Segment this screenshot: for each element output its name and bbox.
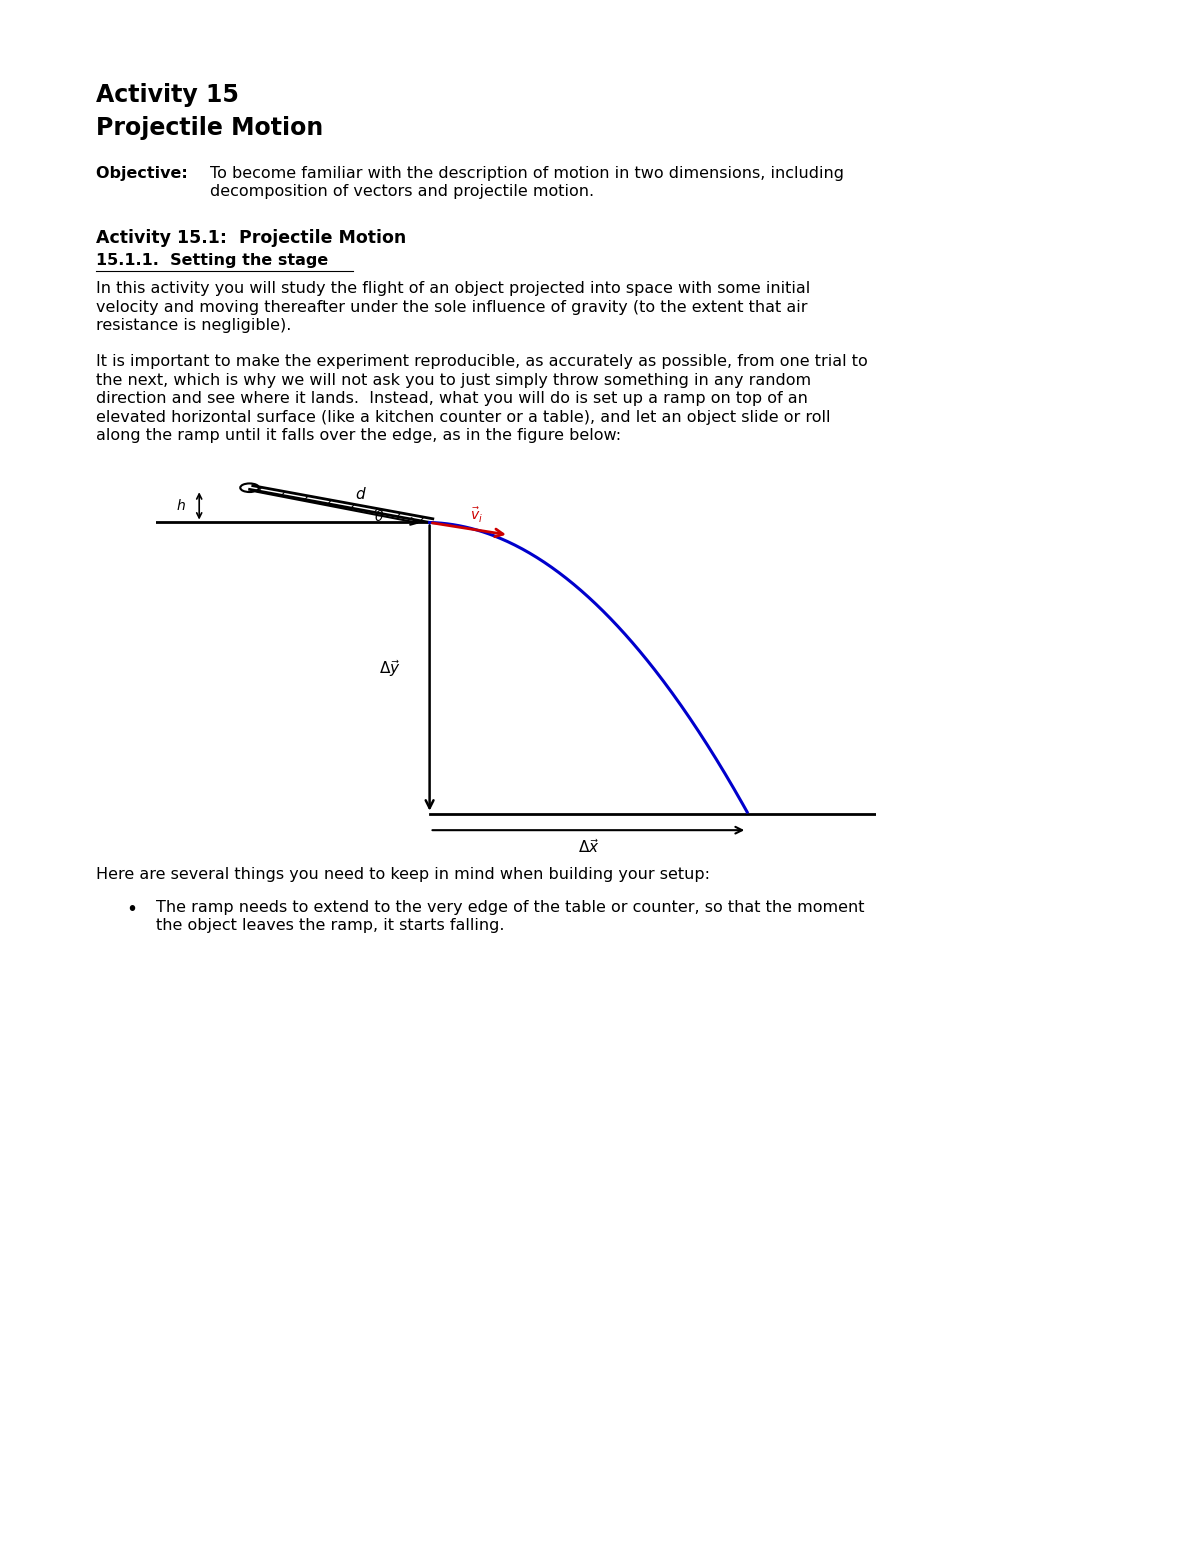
Text: Objective:: Objective: xyxy=(96,166,193,182)
Text: Projectile Motion: Projectile Motion xyxy=(96,116,323,140)
Text: The ramp needs to extend to the very edge of the table or counter, so that the m: The ramp needs to extend to the very edg… xyxy=(156,899,864,933)
Text: $\theta$: $\theta$ xyxy=(374,509,384,523)
Text: Activity 15.1:  Projectile Motion: Activity 15.1: Projectile Motion xyxy=(96,228,407,247)
Text: •: • xyxy=(126,899,137,919)
Text: It is important to make the experiment reproducible, as accurately as possible, : It is important to make the experiment r… xyxy=(96,354,868,443)
Text: Activity 15: Activity 15 xyxy=(96,84,239,107)
Text: To become familiar with the description of motion in two dimensions, including
d: To become familiar with the description … xyxy=(210,166,845,199)
Text: $\vec{v}_i$: $\vec{v}_i$ xyxy=(470,506,482,525)
Text: $h$: $h$ xyxy=(176,499,186,514)
Text: $d$: $d$ xyxy=(355,486,367,502)
Text: $\Delta\vec{x}$: $\Delta\vec{x}$ xyxy=(577,837,599,856)
Text: 15.1.1.  Setting the stage: 15.1.1. Setting the stage xyxy=(96,253,329,269)
Text: Here are several things you need to keep in mind when building your setup:: Here are several things you need to keep… xyxy=(96,867,710,882)
Text: In this activity you will study the flight of an object projected into space wit: In this activity you will study the flig… xyxy=(96,281,810,332)
Text: $\Delta\vec{y}$: $\Delta\vec{y}$ xyxy=(379,657,401,679)
